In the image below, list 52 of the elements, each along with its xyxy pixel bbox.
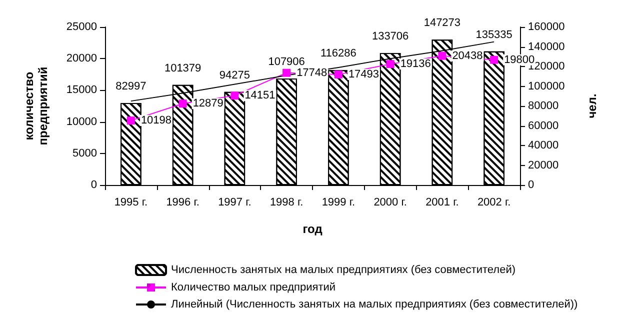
- y-tick-label: 10000: [66, 116, 97, 128]
- point: [334, 70, 342, 78]
- y2-axis-title: чел.: [585, 94, 599, 118]
- y2-tick-label: 40000: [528, 140, 559, 152]
- data-label: 12879: [192, 98, 224, 110]
- data-label: 82997: [116, 80, 146, 93]
- x-tick-label: 1995 г.: [114, 196, 148, 208]
- y-tick-label: 15000: [66, 84, 97, 96]
- x-tick-label: 1997 г.: [218, 196, 252, 208]
- point: [490, 56, 498, 64]
- point: [438, 52, 446, 60]
- data-label: 14151: [244, 90, 276, 102]
- data-label: 101379: [164, 62, 202, 74]
- x-axis-title: год: [302, 222, 323, 236]
- legend-label: Количество малых предприятий: [171, 282, 336, 294]
- data-label: 17748: [296, 66, 328, 79]
- data-label: 147273: [424, 17, 461, 30]
- y-tick-label: 20000: [66, 52, 97, 65]
- y-tick-label: 0: [90, 179, 97, 191]
- y2-tick-label: 60000: [528, 120, 559, 132]
- data-label: 116286: [320, 48, 356, 60]
- y-tick-label: 5000: [72, 147, 97, 160]
- data-label: 133706: [372, 30, 409, 42]
- y2-tick-label: 160000: [528, 21, 565, 33]
- x-tick-label: 1996 г.: [166, 196, 200, 208]
- x-tick-label: 1998 г.: [270, 196, 304, 208]
- y2-tick-label: 80000: [528, 100, 559, 112]
- y2-tick-label: 140000: [528, 40, 565, 53]
- y-tick-label: 25000: [66, 21, 97, 33]
- x-tick-label: 2001 г.: [426, 196, 459, 208]
- data-label: 17493: [348, 68, 380, 80]
- data-label: 10198: [140, 114, 172, 127]
- data-label: 107906: [268, 56, 305, 68]
- y2-tick-label: 120000: [528, 60, 565, 72]
- legend-label: Численность занятых на малых предприятиях (без совместителей): [171, 264, 516, 276]
- point: [126, 116, 135, 125]
- y2-tick-label: 100000: [528, 80, 565, 92]
- point: [282, 68, 291, 77]
- x-tick-label: 2000 г.: [374, 196, 407, 208]
- legend-label: Линейный (Численность занятых на малых предприятиях (без совместителей)): [171, 298, 578, 310]
- x-tick-label: 2002 г.: [477, 196, 511, 208]
- data-label: 94275: [219, 69, 250, 82]
- data-label: 20438: [452, 50, 483, 62]
- y2-tick-label: 20000: [528, 159, 559, 172]
- y-axis-title: количество предприятий: [22, 66, 50, 146]
- x-tick-label: 1999 г.: [322, 196, 356, 208]
- data-label: 19136: [400, 58, 431, 70]
- point: [178, 100, 187, 108]
- y2-tick-label: 0: [528, 179, 534, 191]
- point: [230, 92, 239, 100]
- point: [386, 60, 394, 68]
- data-label: 135335: [476, 28, 512, 41]
